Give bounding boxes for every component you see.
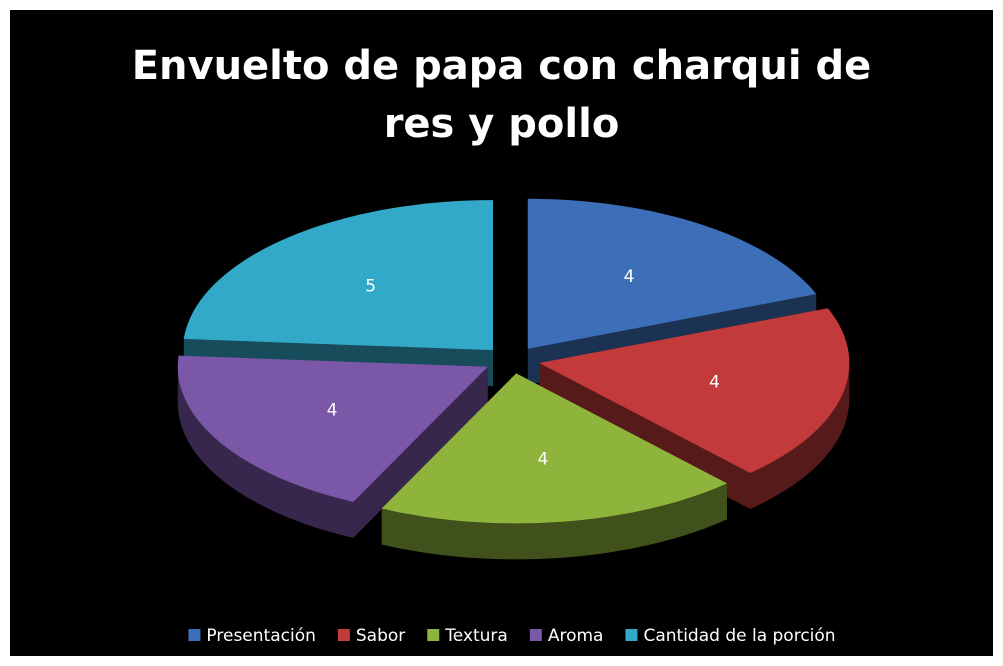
slice (539, 308, 850, 473)
data-label: 4 (327, 400, 338, 420)
legend-swatch (427, 629, 440, 641)
legend-swatch (188, 629, 201, 641)
legend-label: Aroma (548, 626, 604, 646)
legend-label: Cantidad de la porción (643, 626, 835, 646)
chart-title: Envuelto de papa con charqui de res y po… (131, 43, 872, 147)
data-label: 4 (624, 267, 635, 287)
slice (183, 200, 494, 351)
data-label: 4 (538, 449, 549, 469)
slice (381, 373, 727, 524)
slice (177, 355, 488, 502)
legend-swatch (529, 629, 542, 641)
legend-label: Sabor (356, 626, 405, 646)
legend-swatch (337, 629, 350, 641)
legend-swatch (625, 629, 638, 641)
data-label: 5 (365, 276, 376, 296)
chart-title-box: Envuelto de papa con charqui de res y po… (131, 43, 872, 147)
data-label: 4 (709, 372, 720, 392)
slice (527, 198, 817, 349)
legend-label: Presentación (206, 626, 315, 646)
legend-label: Textura (444, 626, 508, 646)
